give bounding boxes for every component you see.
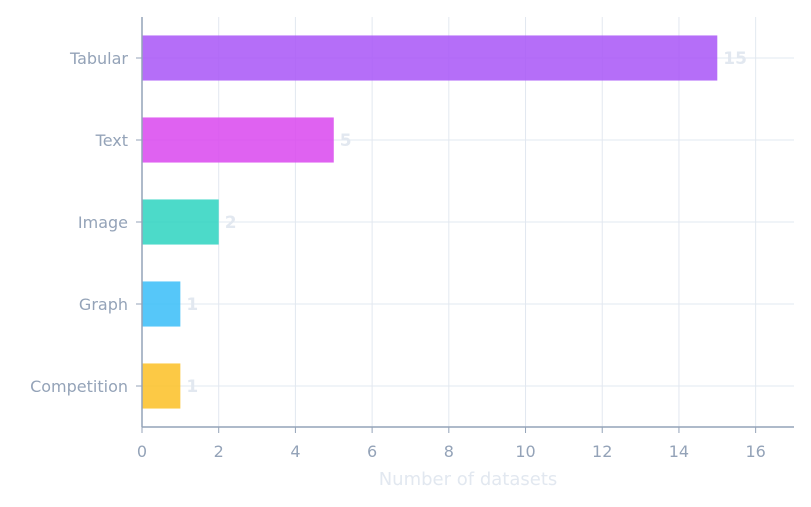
labels: 0 2 4 6 8 10 12 14 16 Tabular 15 Text 5 Image 2 Graph 1 C… <box>30 49 766 461</box>
x-tick-label: 4 <box>290 442 300 461</box>
bar-competition <box>142 363 181 409</box>
x-tick-label: 10 <box>515 442 535 461</box>
data-label: 2 <box>225 213 237 233</box>
data-label: 1 <box>186 295 198 315</box>
x-tick-label: 16 <box>745 442 765 461</box>
bars <box>142 35 718 409</box>
x-tick-label: 14 <box>669 442 689 461</box>
x-tick-label: 6 <box>367 442 377 461</box>
data-label: 5 <box>340 131 352 151</box>
x-tick-label: 8 <box>444 442 454 461</box>
y-tick-label: Text <box>95 131 128 150</box>
data-label: 1 <box>186 377 198 397</box>
y-tick-label: Competition <box>30 377 128 396</box>
bar-image <box>142 199 219 245</box>
y-tick-label: Graph <box>79 295 128 314</box>
y-tick-label: Image <box>78 213 128 232</box>
x-tick-label: 2 <box>214 442 224 461</box>
bar-graph <box>142 281 181 327</box>
y-tick-label: Tabular <box>69 49 128 68</box>
x-tick-label: 0 <box>137 442 147 461</box>
x-tick-label: 12 <box>592 442 612 461</box>
data-label: 15 <box>723 49 747 69</box>
bar-text <box>142 117 334 163</box>
x-axis-title: Number of datasets <box>379 469 558 490</box>
bar-tabular <box>142 35 718 81</box>
